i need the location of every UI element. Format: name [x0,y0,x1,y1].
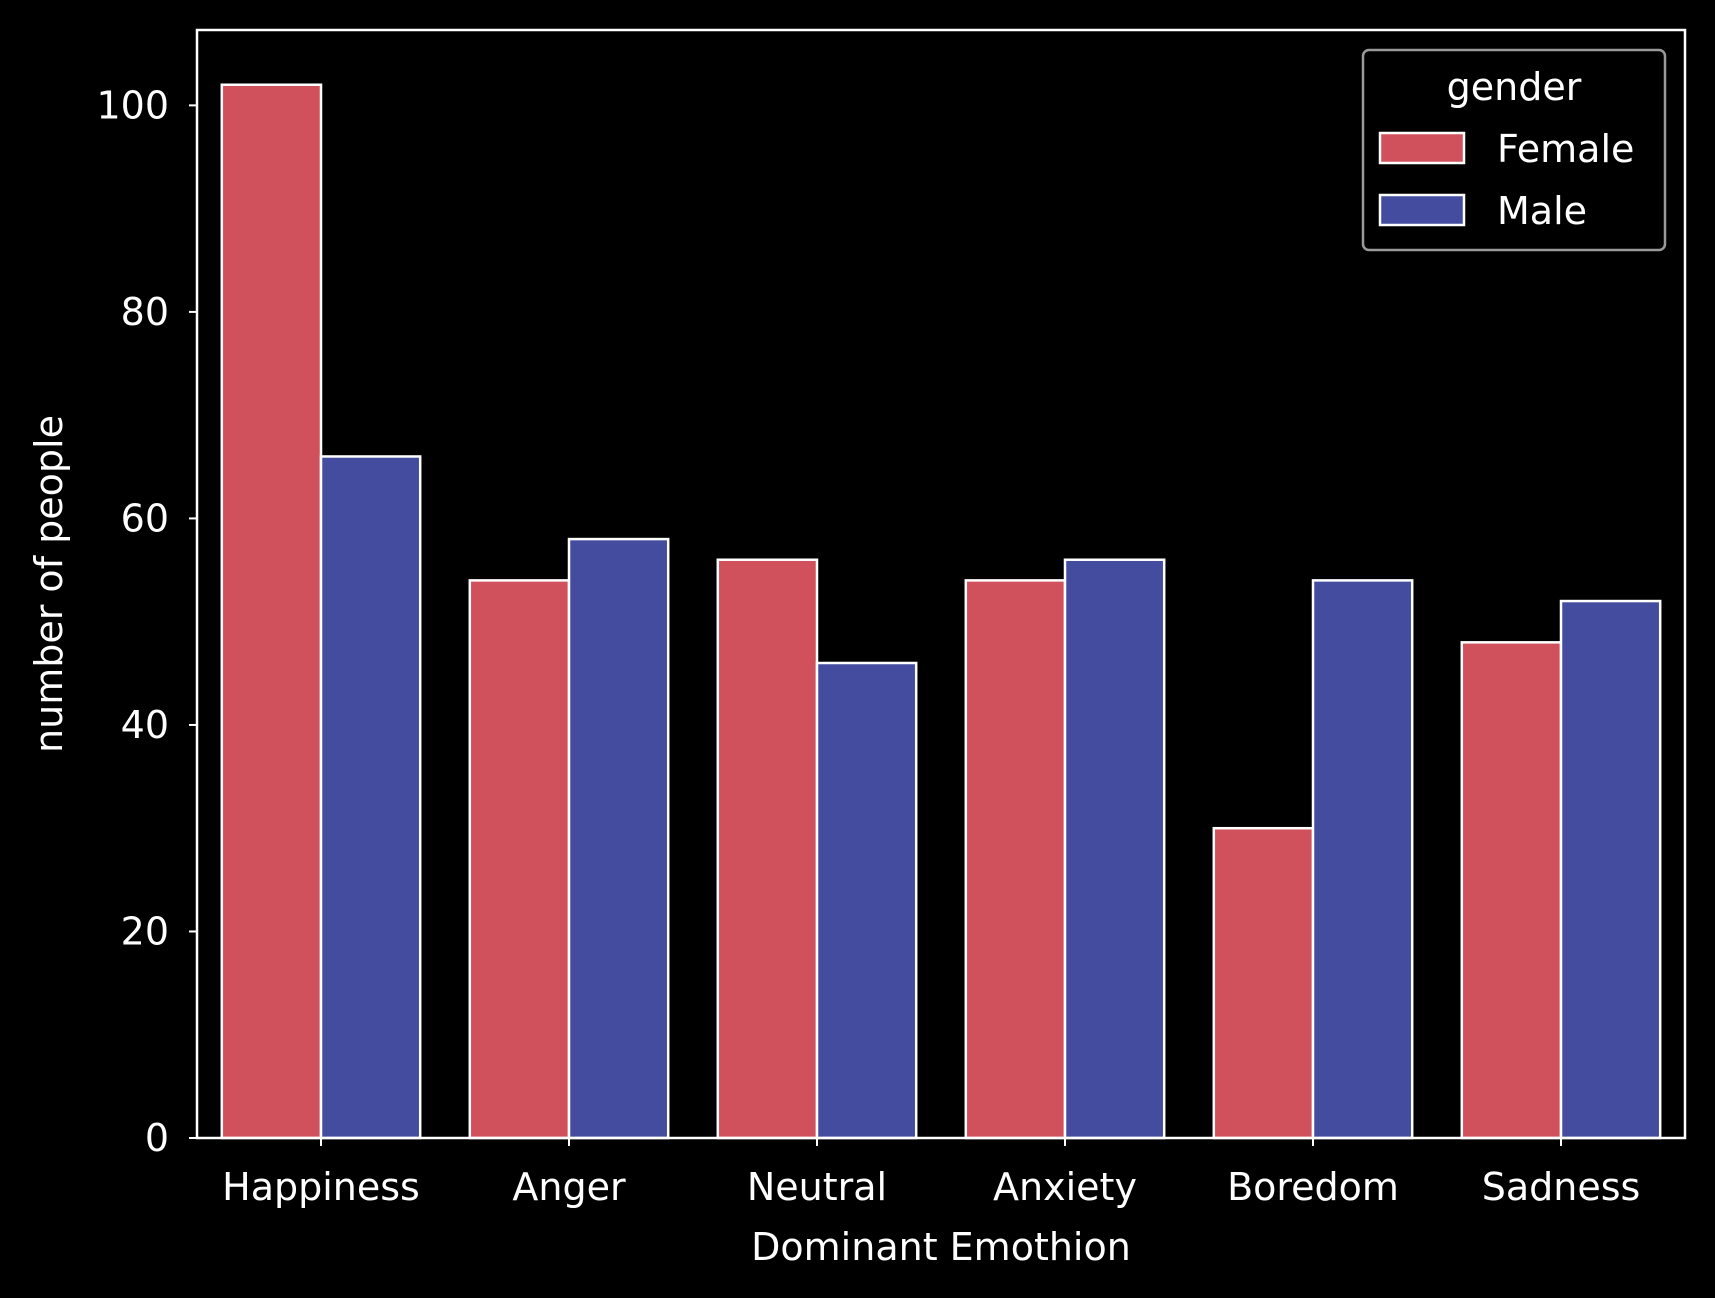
legend-swatch-female [1378,131,1466,165]
y-axis-label: number of people [27,415,71,753]
x-tick-label: Boredom [1227,1165,1399,1209]
bar-female-boredom [1212,826,1315,1140]
bar-female-anger [468,579,571,1140]
x-axis-ticks: Happiness Anger Neutral Anxiety Boredom Sadne… [222,1138,1640,1209]
y-tick-label: 80 [121,290,169,334]
legend-label-female: Female [1497,127,1634,171]
axes-layer [195,28,1687,1140]
legend-swatch-male [1378,193,1466,227]
bar-male-sadness [1559,599,1662,1140]
bars-layer [220,83,1662,1140]
legend: gender Female Male [1361,48,1667,252]
bar-female-sadness [1460,641,1563,1140]
y-tick-label: 40 [121,703,169,747]
bar-male-neutral [815,661,918,1140]
bar-female-happiness [220,83,323,1140]
x-tick-label: Anxiety [993,1165,1137,1209]
legend-title: gender [1447,65,1582,109]
x-tick-label: Happiness [222,1165,420,1209]
bar-male-anxiety [1063,558,1166,1140]
x-tick-label: Neutral [747,1165,887,1209]
bar-female-neutral [716,558,819,1140]
x-axis-label: Dominant Emothion [751,1225,1131,1269]
y-tick-label: 100 [96,83,169,127]
legend-label-male: Male [1497,189,1587,233]
plot-frame [195,28,1687,1140]
bar-male-happiness [319,455,422,1140]
y-tick-label: 20 [121,909,169,953]
y-tick-label: 0 [145,1116,169,1160]
bar-male-boredom [1311,579,1414,1140]
y-axis-ticks: 0 20 40 60 80 100 [96,83,197,1160]
y-tick-label: 60 [121,496,169,540]
x-tick-label: Sadness [1482,1165,1641,1209]
bar-male-anger [567,537,670,1140]
x-tick-label: Anger [512,1165,626,1209]
bar-female-anxiety [964,579,1067,1140]
legend-entries: Female Male [1378,127,1634,233]
